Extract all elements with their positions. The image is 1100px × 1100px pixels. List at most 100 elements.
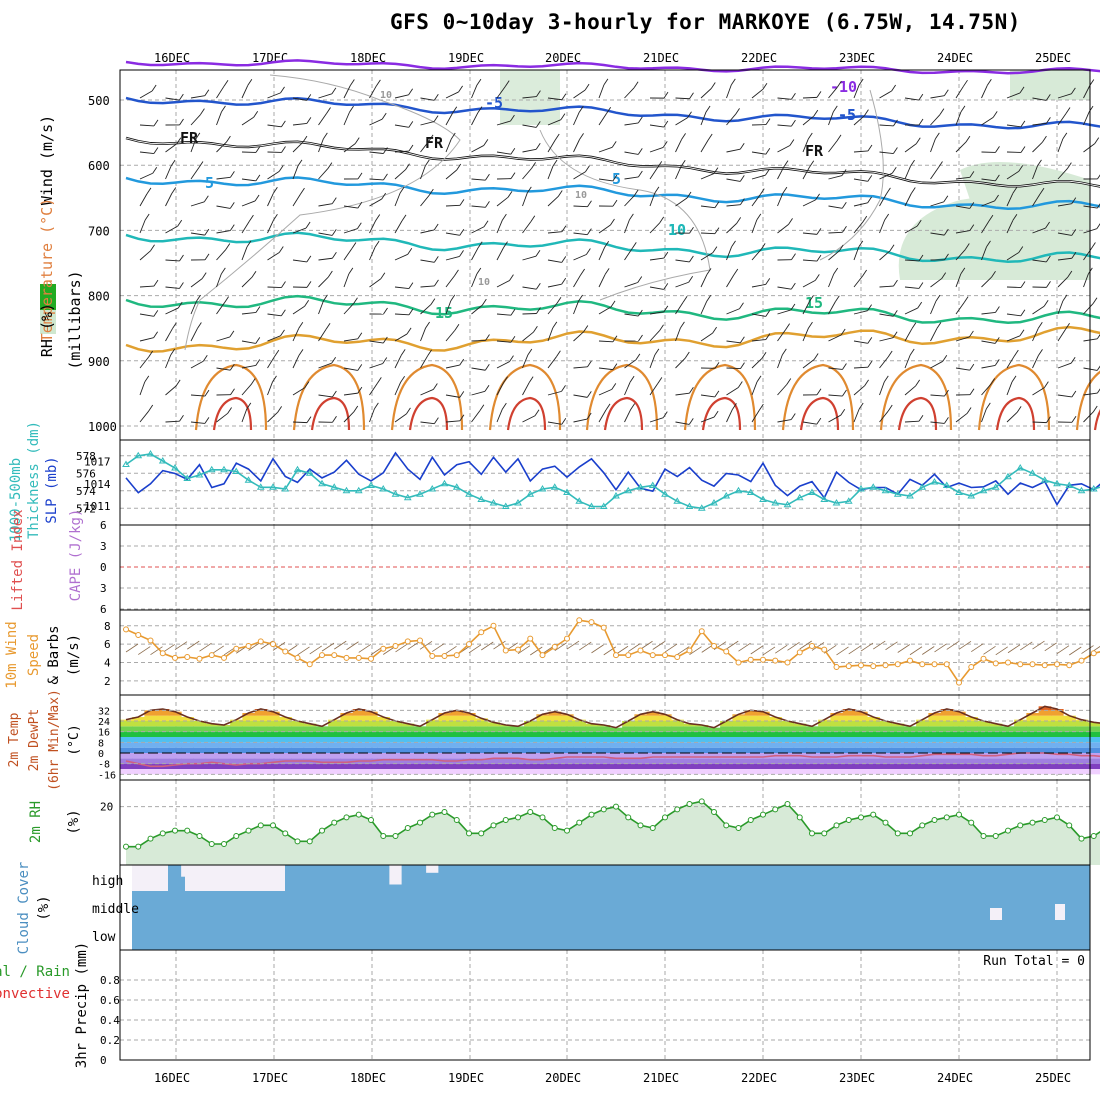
wind-barb (1083, 411, 1094, 423)
temp-band (266, 726, 280, 732)
wind-barb (534, 409, 540, 416)
wind-barb (802, 301, 810, 315)
wind-barb (485, 334, 490, 341)
temp-band (377, 742, 390, 748)
temp-band (854, 742, 868, 748)
wind-barb (394, 333, 408, 342)
temp-band (756, 726, 770, 732)
temp-band (487, 769, 501, 775)
wind-barb (990, 378, 996, 385)
wind-barb (561, 385, 566, 392)
wind-barb (304, 299, 310, 307)
temp-band (916, 742, 929, 748)
rh2m-line-point (527, 809, 534, 815)
wind-barb-10m (652, 641, 665, 650)
temp-band (389, 763, 403, 769)
temp-band (1014, 769, 1027, 775)
wind-barb (1067, 270, 1073, 278)
temp-band (1050, 731, 1064, 737)
temp-band (144, 726, 158, 732)
wind-barb (853, 340, 868, 344)
wind-barb (714, 390, 720, 398)
wind-barb (420, 97, 435, 101)
temp-band (193, 763, 207, 769)
temp-band (364, 742, 378, 748)
temp-band (818, 742, 831, 748)
rh2m-line-point (319, 827, 325, 834)
temp-band (695, 753, 709, 759)
wind-barb (631, 242, 637, 249)
wind-barb (777, 329, 786, 342)
wind-barb (471, 205, 486, 208)
rh2m-line-point (1066, 822, 1073, 829)
wind-barb (459, 391, 465, 398)
temp-band (487, 737, 501, 743)
wind-barb (726, 148, 741, 153)
temp-band (401, 769, 415, 775)
wind-barb (637, 170, 643, 178)
temp-band (132, 769, 145, 775)
wind-barb (1032, 328, 1039, 342)
thickness-line-point (955, 488, 963, 495)
wind-barb-10m (138, 646, 151, 655)
wind-barb (459, 358, 465, 366)
wind-speed-line-point (429, 653, 436, 660)
temp-band (168, 721, 182, 727)
wind-barb (689, 386, 694, 394)
wind-barb (432, 383, 438, 390)
wind-barb (586, 412, 592, 420)
day-label-top: 18DEC (350, 51, 386, 65)
temp-band (781, 731, 795, 737)
temp-band (475, 726, 488, 732)
temp-band (585, 753, 599, 759)
wind-barb (420, 355, 428, 369)
contour-label: 10 (668, 221, 686, 239)
temp-band (989, 769, 1003, 775)
temp-band (769, 763, 782, 769)
wind-barb-10m (726, 640, 739, 650)
wind-barb (306, 94, 312, 101)
rh2m-line-point (992, 833, 999, 839)
wind-speed-line-point (760, 656, 766, 663)
wind-barb (864, 379, 869, 387)
temp-band (658, 753, 672, 759)
temp-band (438, 726, 452, 732)
temp-band (181, 763, 194, 769)
contour-30 (408, 396, 449, 431)
wind-speed-line-point (282, 648, 289, 655)
temp-band (364, 747, 378, 753)
wind-barb (216, 205, 231, 209)
temp-band (597, 747, 611, 753)
wind-barb (834, 295, 840, 303)
temp-band (168, 731, 182, 737)
wind-speed-line-point (135, 631, 142, 638)
temp-band (756, 769, 770, 775)
contour-label: -10 (830, 78, 857, 96)
temp-band (536, 742, 550, 748)
temp-band (805, 758, 819, 764)
wind-speed-line-point (233, 645, 240, 652)
wind-barb (889, 244, 895, 252)
temp-band (1063, 721, 1076, 727)
wind-barb (267, 252, 280, 261)
wind-barb (879, 410, 889, 423)
thickness-line-point (416, 490, 424, 497)
temp-band (242, 715, 256, 721)
thickness-line-point (820, 495, 829, 502)
wind-barb (904, 143, 917, 153)
temp-band (634, 737, 648, 743)
temp-band (609, 769, 623, 775)
temp-band (475, 731, 488, 737)
wind-barb (165, 307, 179, 315)
temp-band (891, 723, 905, 727)
axis-title: CAPE (J/kg) (68, 509, 84, 602)
temp-band (744, 726, 758, 732)
temp-band (769, 731, 782, 737)
wind-barb-10m (432, 643, 445, 652)
wind-barb-10m (1007, 644, 1021, 654)
wind-barb (357, 201, 363, 209)
temp-band (156, 758, 170, 764)
temp-band (1063, 753, 1076, 759)
wind-barb (573, 254, 587, 261)
wind-barb (879, 219, 886, 234)
